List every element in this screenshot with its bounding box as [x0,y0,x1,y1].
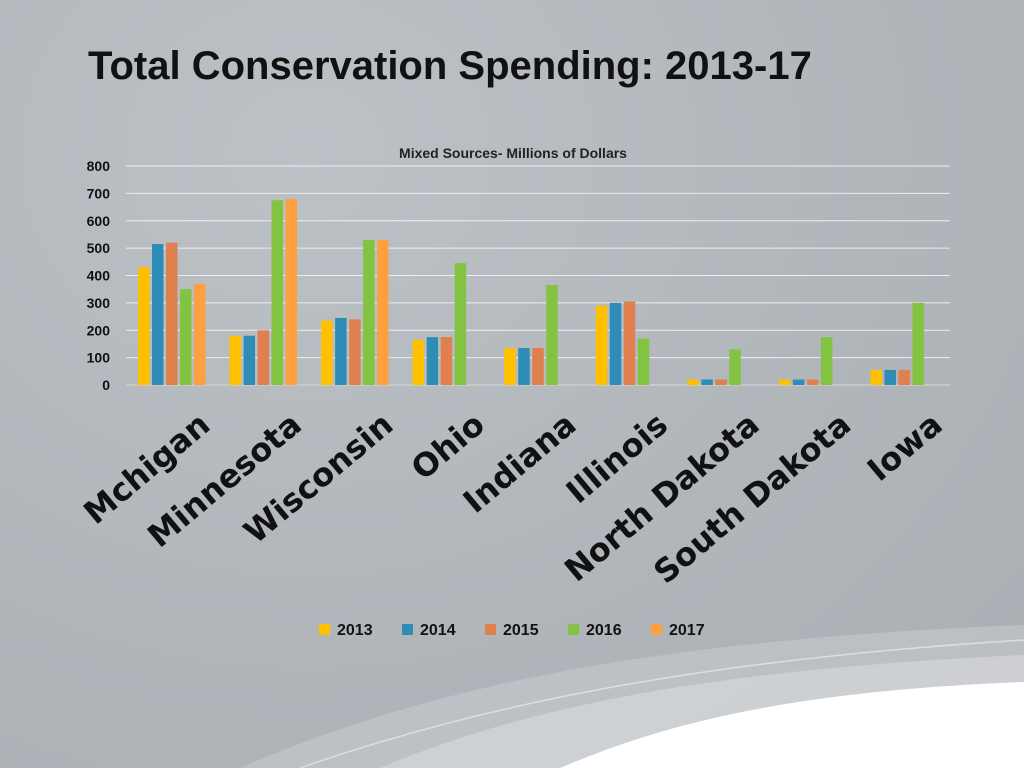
bar-2014-wisconsin [335,317,347,385]
bar-2015-south-dakota [806,379,819,385]
bar-2013-illinois [595,305,608,385]
bar-2013-mchigan [138,267,150,385]
bar-2015-illinois [623,301,636,385]
legend-swatch [319,624,330,635]
bar-2016-indiana [546,285,558,385]
bar-2014-indiana [518,348,530,385]
y-tick-label: 700 [87,185,111,201]
bar-2016-wisconsin [363,239,375,385]
bar-2013-minnesota [229,335,242,385]
bar-2013-north-dakota [687,379,699,385]
bar-2014-mchigan [152,244,164,385]
y-tick-label: 500 [87,240,111,256]
bar-2017-wisconsin [377,239,389,385]
bar-2013-indiana [504,348,516,385]
bar-2016-mchigan [180,289,192,385]
legend-label: 2016 [586,622,622,639]
bar-2014-north-dakota [701,379,713,385]
y-tick-label: 400 [87,268,111,284]
y-tick-label: 800 [87,158,111,174]
bar-2016-minnesota [271,200,284,385]
bar-2013-ohio [412,339,425,385]
bar-2014-ohio [426,337,439,385]
legend-swatch [402,624,413,635]
legend-label: 2014 [420,622,456,639]
decorative-swoosh [240,625,1024,768]
slide-title: Total Conservation Spending: 2013-17 [88,44,812,88]
bar-2015-indiana [532,348,544,385]
bar-2015-iowa [898,369,910,385]
legend-label: 2015 [503,622,539,639]
bar-2016-illinois [637,338,650,385]
bars [138,198,924,385]
legend-swatch [485,624,496,635]
legend-swatch [568,624,579,635]
bar-2015-north-dakota [715,379,727,385]
bar-2017-minnesota [285,198,298,385]
bar-2014-illinois [609,302,622,385]
bar-2014-iowa [884,369,896,385]
bar-2013-south-dakota [778,379,791,385]
chart-title: Mixed Sources- Millions of Dollars [399,145,627,161]
y-tick-label: 200 [87,322,111,338]
x-tick-label: Iowa [860,405,950,489]
bar-2014-minnesota [243,335,256,385]
bar-2016-north-dakota [729,349,741,385]
bar-2016-ohio [454,263,467,385]
bar-2015-ohio [440,337,453,385]
bar-2015-minnesota [257,330,270,385]
bar-2015-wisconsin [349,319,361,385]
bar-2013-iowa [870,369,882,385]
legend: 2013 2014 2015 2016 2017 [319,622,705,639]
legend-label: 2017 [669,622,705,639]
bar-2016-iowa [912,302,924,385]
bar-2015-mchigan [166,242,178,385]
y-tick-label: 600 [87,213,111,229]
bar-2013-wisconsin [321,320,333,385]
bar-2017-mchigan [194,283,206,385]
y-tick-label: 100 [87,350,111,366]
legend-label: 2013 [337,622,373,639]
y-tick-label: 0 [102,377,110,393]
legend-swatch [651,624,662,635]
y-tick-label: 300 [87,295,111,311]
bar-2014-south-dakota [792,379,805,385]
y-axis-ticks: 0 100 200 300 400 500 600 700 800 [87,158,111,393]
bar-2016-south-dakota [820,337,833,385]
